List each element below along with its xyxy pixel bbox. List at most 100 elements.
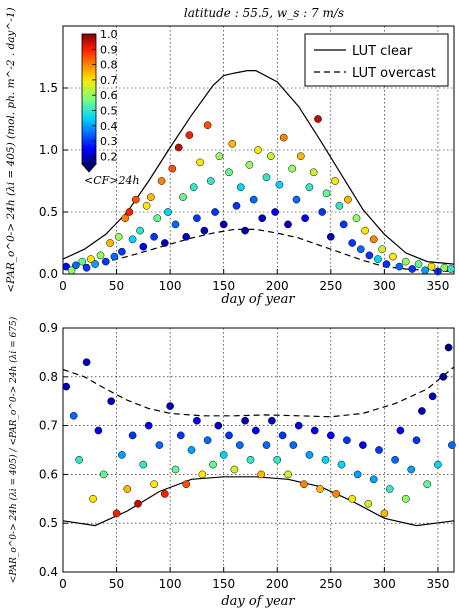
colorbar-tick-label: 0.7	[100, 74, 118, 87]
scatter-point	[128, 235, 137, 244]
scatter-point	[439, 372, 448, 381]
scatter-point	[275, 180, 284, 189]
scatter-point	[448, 441, 456, 449]
scatter-point	[369, 235, 378, 244]
scatter-point	[106, 239, 114, 247]
scatter-points-bottom	[62, 343, 456, 518]
scatter-point	[131, 195, 140, 204]
scatter-point	[249, 195, 258, 204]
scatter-point	[99, 470, 108, 479]
scatter-point	[166, 402, 174, 410]
scatter-point	[230, 465, 239, 474]
x-tick-label: 100	[159, 279, 182, 293]
scatter-point	[423, 480, 432, 489]
scatter-point	[385, 485, 394, 493]
x-tick-label: 150	[212, 577, 235, 591]
scatter-point	[142, 201, 151, 210]
scatter-point	[171, 465, 180, 474]
series-line-clear	[62, 476, 455, 527]
y-tick-label: 0.5	[39, 205, 58, 219]
scatter-point	[182, 480, 191, 489]
scatter-point	[228, 139, 237, 148]
scatter-point	[408, 265, 417, 273]
scatter-point	[352, 214, 361, 223]
x-axis-label-top: day of year	[221, 292, 295, 307]
scatter-point	[225, 168, 233, 177]
scatter-point	[193, 416, 201, 425]
scatter-point	[401, 494, 410, 503]
scatter-point	[219, 451, 228, 459]
grid-bottom	[63, 328, 454, 572]
scatter-point	[176, 431, 185, 440]
scatter-point	[310, 426, 319, 435]
scatter-point	[146, 193, 155, 201]
scatter-point	[353, 470, 362, 479]
scatter-point	[251, 426, 260, 435]
scatter-point	[118, 247, 126, 256]
scatter-point	[203, 436, 212, 445]
scatter-point	[332, 490, 341, 498]
scatter-point	[101, 257, 110, 266]
scatter-point	[331, 177, 339, 185]
scatter-point	[96, 251, 105, 260]
scatter-point	[378, 245, 387, 254]
scatter-point	[78, 257, 87, 266]
x-tick-label: 200	[266, 577, 289, 591]
x-tick-label: 350	[426, 577, 449, 591]
chart-title: latitude : 55.5, w_s : 7 m/s	[184, 6, 344, 20]
scatter-point	[444, 343, 453, 352]
x-tick-label: 350	[426, 279, 449, 293]
scatter-point	[262, 173, 271, 182]
scatter-point	[288, 164, 297, 173]
scatter-point	[235, 441, 244, 449]
scatter-point	[318, 208, 327, 216]
scatter-point	[121, 214, 129, 223]
scatter-point	[179, 193, 187, 201]
scatter-point	[91, 260, 99, 268]
y-tick-label: 0.0	[39, 267, 58, 281]
x-tick-label: 0	[59, 577, 67, 591]
x-tick-label: 250	[319, 577, 342, 591]
scatter-point	[198, 470, 207, 479]
scatter-point	[153, 214, 162, 223]
scatter-point	[414, 260, 423, 268]
colorbar-tick-label: 0.5	[100, 104, 118, 117]
scatter-point	[82, 263, 91, 272]
scatter-point	[407, 465, 416, 474]
x-ticks-bottom: 0 50 100 150 200 250 300 350	[59, 567, 449, 591]
x-tick-label: 200	[266, 279, 289, 293]
scatter-point	[185, 131, 194, 139]
scatter-point	[136, 226, 144, 235]
scatter-point	[245, 161, 254, 169]
scatter-point	[356, 245, 365, 254]
scatter-point	[200, 226, 209, 235]
scatter-point	[279, 133, 288, 142]
y-tick-label: 0.5	[39, 516, 58, 530]
x-tick-label: 300	[373, 577, 396, 591]
legend-box	[304, 33, 449, 87]
scatter-point	[326, 232, 335, 241]
scatter-point	[62, 262, 71, 271]
scatter-point	[305, 183, 314, 192]
colorbar-label: <CF>24h	[84, 174, 140, 187]
scatter-point	[209, 460, 217, 469]
chart-top: latitude : 55.5, w_s : 7 m/s 0 50 100 150 20…	[5, 6, 455, 307]
legend-label-clear: LUT clear	[352, 44, 413, 59]
scatter-point	[428, 392, 437, 401]
y-ticks-bottom: 0.4 0.5 0.6 0.7 0.8 0.9	[39, 321, 68, 579]
scatter-point	[168, 164, 177, 173]
scatter-point	[125, 208, 134, 216]
series-lines-bottom	[62, 366, 455, 527]
scatter-point	[335, 201, 344, 210]
scatter-point	[193, 214, 201, 223]
x-axis-label-bottom: day of year	[221, 594, 295, 609]
scatter-points-top	[62, 115, 455, 276]
scatter-point	[365, 251, 374, 260]
scatter-point	[246, 455, 255, 464]
scatter-point	[284, 220, 292, 229]
plot-area-bottom	[62, 327, 455, 573]
scatter-point	[203, 121, 212, 130]
colorbar-tick-label: 0.3	[100, 135, 118, 148]
scatter-point	[364, 499, 373, 508]
